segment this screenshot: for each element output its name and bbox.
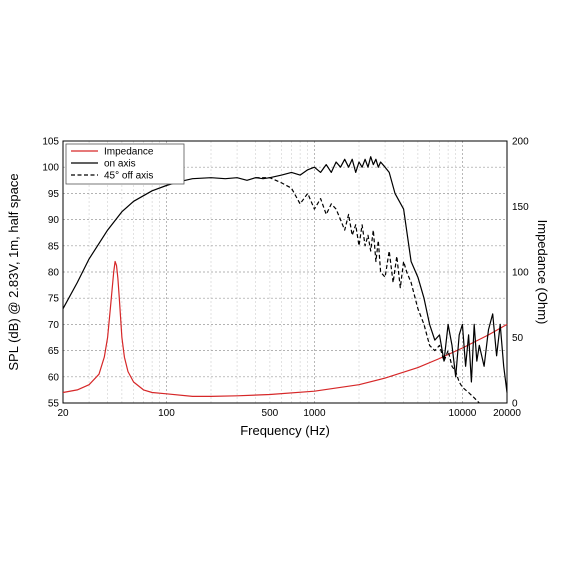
legend: Impedance on axis 45° off axis [65,143,185,185]
y-axis-label: SPL (dB) @ 2.83V, 1m, half space [6,173,21,370]
x-tick-label: 500 [262,408,279,419]
x-tick-label: 10000 [449,408,477,419]
y-tick-label: 70 [48,320,60,331]
y-tick-label: 105 [42,137,59,148]
series-lines [62,156,508,404]
x-tick-label: 20 [57,408,69,419]
x-tick-label: 20000 [493,408,521,419]
y2-tick-label: 100 [512,268,529,279]
y-tick-label: 55 [48,399,60,410]
y-tick-label: 90 [48,215,60,226]
tick-labels: 20 100 500 1000 10000 20000556065707580859095… [42,137,529,420]
y-tick-label: 95 [48,189,60,200]
x-tick-label: 1000 [303,408,326,419]
y2-tick-label: 150 [512,202,529,213]
x-tick-label: 100 [158,408,175,419]
y-tick-label: 60 [48,372,60,383]
y-tick-label: 65 [48,346,60,357]
impedance-line [62,260,508,397]
off-axis-line [255,177,480,404]
y2-tick-label: 200 [512,137,529,148]
y-tick-label: 85 [48,241,60,252]
legend-label-impedance: Impedance [104,147,154,158]
y-tick-label: 100 [42,163,59,174]
legend-label-on-axis: on axis [104,159,136,170]
y2-axis-label: Impedance (Ohm) [535,220,550,325]
y2-tick-label: 0 [512,399,518,410]
grid-lines [63,141,507,403]
on-axis-line [62,156,508,393]
legend-label-off-axis: 45° off axis [104,171,153,182]
x-axis-label: Frequency (Hz) [240,423,330,438]
y2-tick-label: 50 [512,333,524,344]
plot-frame [62,140,508,404]
y-tick-label: 75 [48,294,60,305]
y-tick-label: 80 [48,268,60,279]
